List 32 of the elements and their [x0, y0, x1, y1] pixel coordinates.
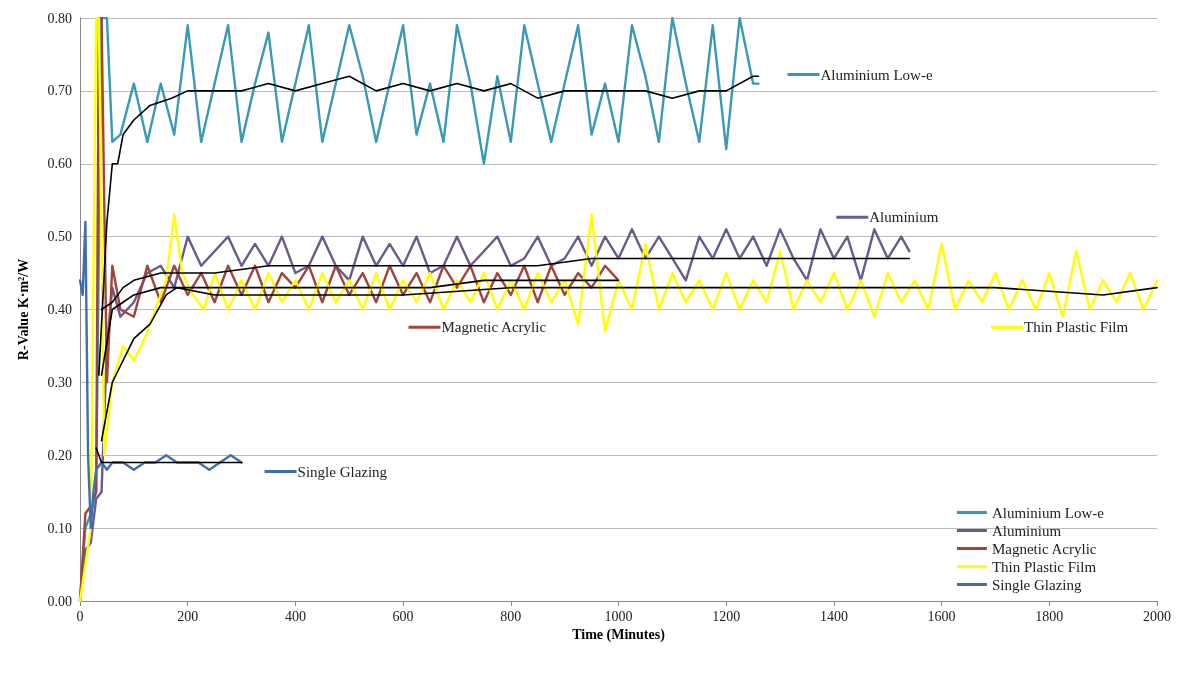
x-tick-label: 1200 [712, 608, 741, 624]
y-tick-label: 0.40 [47, 302, 72, 317]
x-tick-label: 1800 [1035, 608, 1064, 624]
x-tick-label: 1000 [604, 608, 633, 624]
x-tick-label: 1400 [819, 608, 848, 624]
x-tick-label: 200 [177, 608, 199, 624]
annotation: Single Glazing [297, 463, 388, 480]
x-axis-title: Time (Minutes) [572, 627, 666, 644]
y-tick-label: 0.30 [47, 374, 72, 390]
annotation: Aluminium [869, 209, 939, 226]
legend-label: Thin Plastic Film [991, 558, 1097, 575]
x-tick-label: 1600 [927, 608, 956, 624]
legend-label: Single Glazing [991, 576, 1082, 593]
x-tick-label: 800 [500, 608, 522, 624]
x-tick-label: 2000 [1143, 608, 1171, 624]
x-tick-label: 0 [76, 608, 84, 624]
y-tick-label: 0.70 [47, 83, 72, 99]
y-axis-title: R-Value K·m²/W [15, 258, 31, 361]
x-tick-label: 400 [284, 608, 306, 624]
y-tick-label: 0.50 [47, 229, 72, 245]
annotation: Aluminium Low-e [820, 66, 933, 83]
y-tick-label: 0.00 [47, 593, 72, 609]
annotation: Magnetic Acrylic [441, 319, 547, 336]
y-tick-label: 0.80 [47, 10, 72, 26]
legend-label: Aluminium [991, 522, 1062, 539]
annotation: Thin Plastic Film [1024, 319, 1129, 336]
y-tick-label: 0.20 [47, 447, 72, 463]
y-tick-label: 0.10 [47, 520, 72, 536]
legend-label: Magnetic Acrylic [991, 540, 1097, 557]
y-tick-label: 0.60 [47, 156, 72, 172]
x-tick-label: 600 [392, 608, 414, 624]
legend-label: Aluminium Low-e [991, 504, 1105, 521]
